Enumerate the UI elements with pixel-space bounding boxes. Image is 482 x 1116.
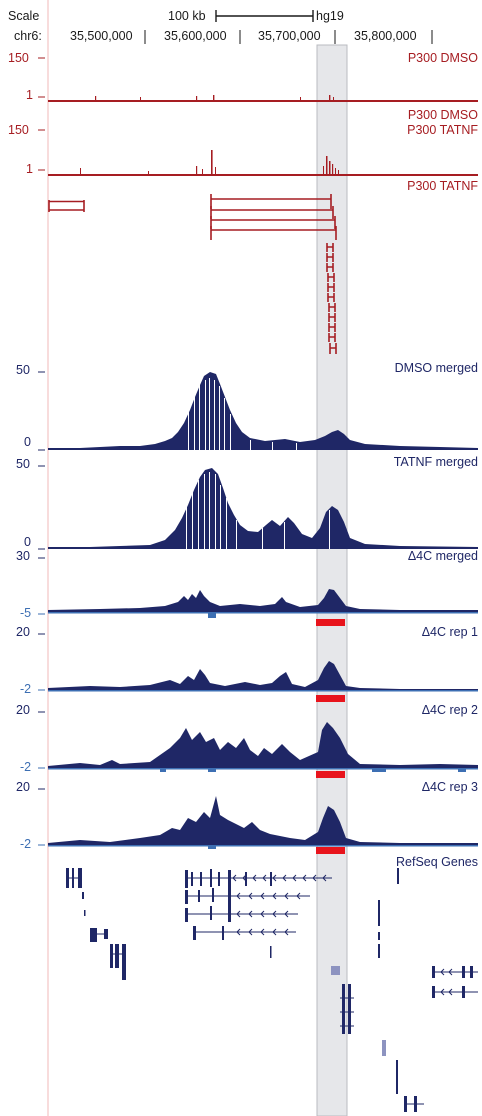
signal-area	[48, 372, 478, 450]
track-bottom-value: 0	[24, 435, 31, 449]
signal-gaps	[188, 378, 297, 450]
track-top-value: 20	[16, 780, 30, 794]
track-name-bottom: P300 DMSO	[408, 108, 478, 122]
highlight-region	[316, 44, 348, 1116]
track-bottom-value: -2	[20, 837, 31, 851]
called-region	[316, 771, 345, 778]
track-bottom-value: 1	[26, 162, 33, 176]
track-top-value: 20	[16, 703, 30, 717]
track-top-value: 20	[16, 625, 30, 639]
track-name: RefSeq Genes	[396, 855, 478, 869]
ruler-header: Scale 100 kb hg19 chr6: 35,500,000 35,60…	[8, 9, 433, 44]
track-name: DMSO merged	[395, 361, 478, 375]
negative-signal	[48, 768, 478, 770]
strand-arrows	[232, 874, 327, 936]
track-dmso-merged: 50 0 DMSO merged	[16, 361, 478, 451]
track-p300-dmso: 150 1 P300 DMSO P300 DMSO	[8, 51, 478, 122]
chrom-label: chr6:	[14, 29, 42, 43]
ruler-position: 35,600,000	[164, 29, 227, 43]
track-d4c-merged: 30 -5 Δ4C merged	[16, 549, 478, 626]
negative-signal	[160, 769, 166, 772]
signal-baseline	[48, 174, 478, 176]
track-p300-tatnf: 150 1 P300 TATNF P300 TATNF	[8, 123, 478, 193]
called-region	[316, 619, 345, 626]
track-tatnf-merged: 50 0 TATNF merged	[16, 455, 478, 550]
track-p300-peak-calls	[48, 194, 337, 354]
track-bottom-value: -2	[20, 760, 31, 774]
track-top-value: 150	[8, 123, 29, 137]
negative-signal	[48, 612, 478, 614]
negative-signal	[372, 769, 386, 772]
track-name: TATNF merged	[394, 455, 478, 469]
track-name: Δ4C rep 1	[422, 625, 478, 639]
negative-signal	[208, 846, 216, 849]
ruler-ticks	[144, 30, 433, 44]
track-bottom-value: -5	[20, 606, 31, 620]
track-top-value: 50	[16, 363, 30, 377]
signal-spikes	[80, 150, 339, 175]
track-top-value: 150	[8, 51, 29, 65]
track-name: Δ4C rep 2	[422, 703, 478, 717]
track-name-bottom: P300 TATNF	[407, 179, 478, 193]
called-region	[316, 847, 345, 854]
gene-models	[66, 868, 478, 1112]
signal-spikes	[95, 95, 334, 101]
signal-gaps	[186, 472, 330, 549]
track-bottom-value: 1	[26, 88, 33, 102]
scale-label: Scale	[8, 9, 39, 23]
ruler-position: 35,500,000	[70, 29, 133, 43]
signal-baseline	[48, 100, 478, 102]
track-top-value: 30	[16, 549, 30, 563]
negative-signal	[48, 845, 478, 847]
negative-signal	[48, 690, 478, 692]
scale-bar	[215, 10, 314, 22]
track-name: P300 TATNF	[407, 123, 478, 137]
negative-signal	[208, 613, 216, 618]
assembly-label: hg19	[316, 9, 344, 23]
track-d4c-rep3: 20 -2 Δ4C rep 3	[16, 780, 478, 854]
track-name: Δ4C merged	[408, 549, 478, 563]
negative-signal	[208, 769, 216, 772]
signal-area	[48, 589, 478, 612]
track-d4c-rep2: 20 -2 Δ4C rep 2	[16, 703, 478, 778]
track-d4c-rep1: 20 -2 Δ4C rep 1	[16, 625, 478, 702]
ruler-position: 35,700,000	[258, 29, 321, 43]
track-name: Δ4C rep 3	[422, 780, 478, 794]
called-region	[316, 695, 345, 702]
scale-bar-label: 100 kb	[168, 9, 206, 23]
track-top-value: 50	[16, 457, 30, 471]
signal-area	[48, 722, 478, 768]
track-bottom-value: -2	[20, 682, 31, 696]
negative-signal	[458, 769, 466, 772]
ruler-position: 35,800,000	[354, 29, 417, 43]
track-refseq-genes: RefSeq Genes	[66, 855, 478, 1112]
signal-area	[48, 796, 478, 845]
track-bottom-value: 0	[24, 535, 31, 549]
signal-area	[48, 661, 478, 690]
track-name: P300 DMSO	[408, 51, 478, 65]
